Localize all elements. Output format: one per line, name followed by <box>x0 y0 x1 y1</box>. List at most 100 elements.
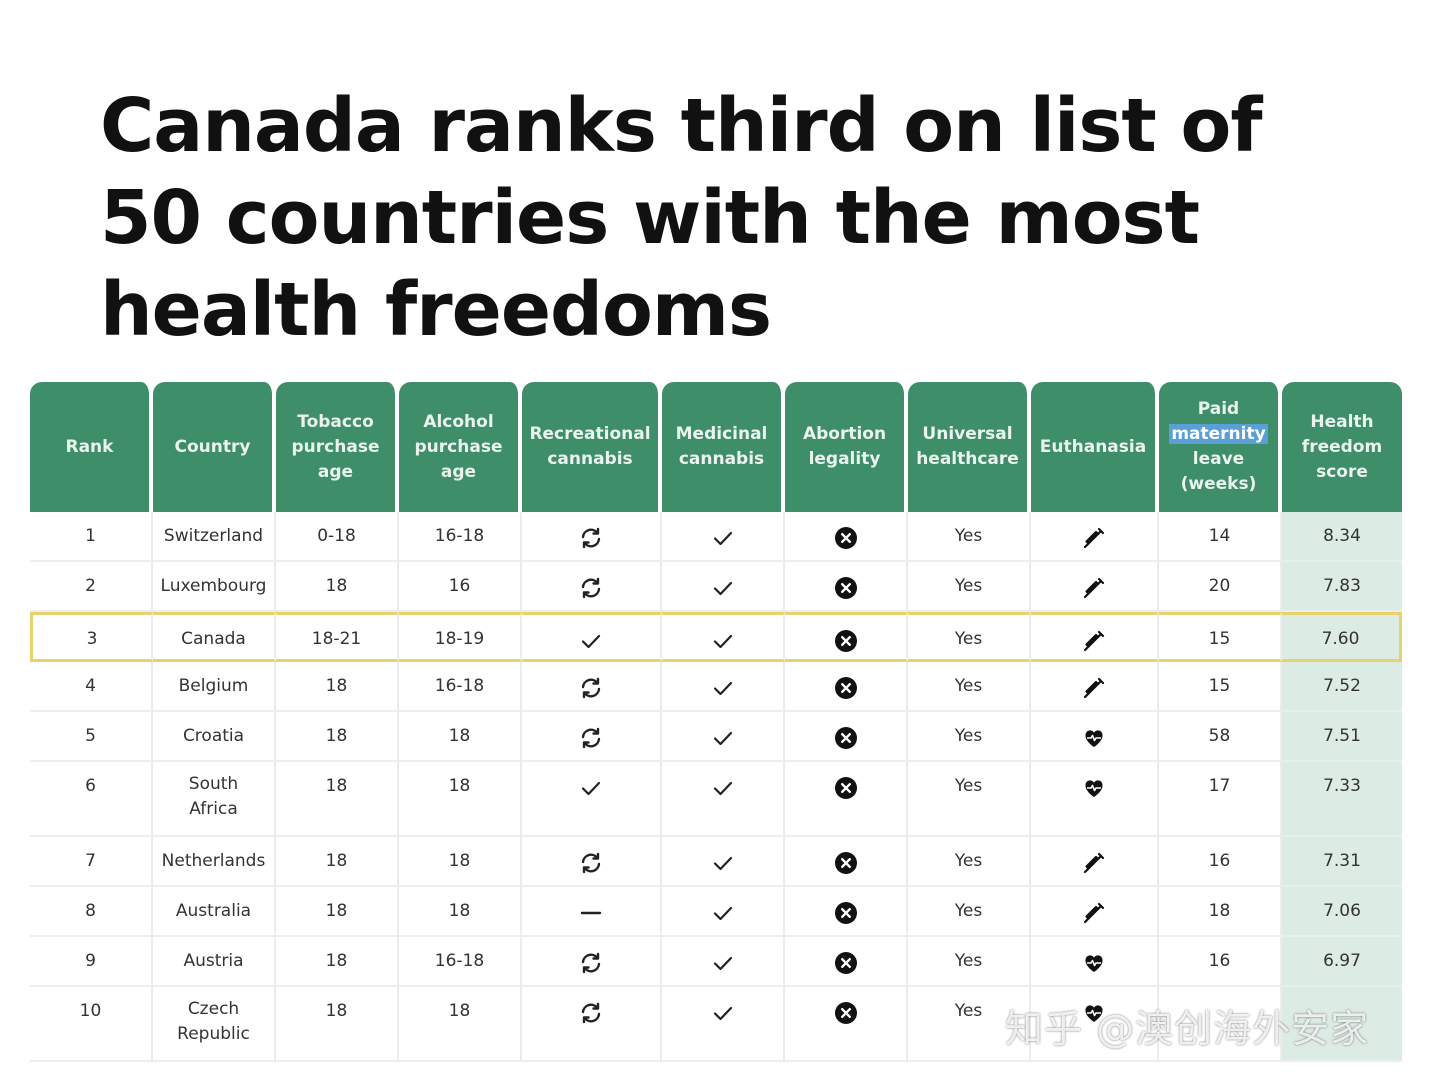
healthcare-cell: Yes <box>908 837 1031 887</box>
cycle-icon <box>579 951 603 975</box>
score-cell: 7.31 <box>1282 837 1402 887</box>
heartbeat-icon <box>1082 776 1106 800</box>
medicinal-cell <box>662 712 785 762</box>
column-header: Recreational cannabis <box>522 382 662 512</box>
tobacco-cell: 18 <box>276 837 399 887</box>
euthanasia-cell <box>1031 662 1159 712</box>
watermark-text: 知乎 @澳创海外安家 <box>1005 1007 1370 1051</box>
syringe-icon <box>1082 526 1106 550</box>
abortion-cell <box>785 712 908 762</box>
country-cell: South Africa <box>153 762 276 837</box>
country-cell: Australia <box>153 887 276 937</box>
syringe-icon <box>1082 851 1106 875</box>
alcohol-cell: 18-19 <box>399 612 522 662</box>
country-cell: Canada <box>153 612 276 662</box>
medicinal-cell <box>662 612 785 662</box>
check-icon <box>711 776 735 800</box>
abortion-cell <box>785 512 908 562</box>
x-circle-icon <box>834 676 858 700</box>
check-icon <box>711 576 735 600</box>
table-row-highlighted: 3 Canada 18-21 18-19 Yes 15 7.60 <box>30 612 1402 662</box>
medicinal-cell <box>662 562 785 612</box>
medicinal-cell <box>662 887 785 937</box>
country-cell: Austria <box>153 937 276 987</box>
abortion-cell <box>785 562 908 612</box>
table-row: 6 South Africa 18 18 Yes 17 7.33 <box>30 762 1402 837</box>
country-cell: Luxembourg <box>153 562 276 612</box>
alcohol-cell: 18 <box>399 837 522 887</box>
recreational-cell <box>522 662 662 712</box>
x-circle-icon <box>834 851 858 875</box>
check-icon <box>711 951 735 975</box>
data-table: Rank Country Tobacco purchase age Alcohol p… <box>30 382 1402 1062</box>
alcohol-cell: 18 <box>399 762 522 837</box>
column-header: Medicinal cannabis <box>662 382 785 512</box>
country-cell: Switzerland <box>153 512 276 562</box>
euthanasia-cell <box>1031 837 1159 887</box>
euthanasia-cell <box>1031 887 1159 937</box>
x-circle-icon <box>834 901 858 925</box>
tobacco-cell: 18 <box>276 987 399 1062</box>
tobacco-cell: 18-21 <box>276 612 399 662</box>
column-header: Tobacco purchase age <box>276 382 399 512</box>
leave-cell: 15 <box>1159 662 1282 712</box>
header-row: Rank Country Tobacco purchase age Alcohol p… <box>30 382 1402 512</box>
column-header: Abortion legality <box>785 382 908 512</box>
alcohol-cell: 16-18 <box>399 662 522 712</box>
x-circle-icon <box>834 776 858 800</box>
table-row: 5 Croatia 18 18 Yes 58 7.51 <box>30 712 1402 762</box>
syringe-icon <box>1082 576 1106 600</box>
abortion-cell <box>785 987 908 1062</box>
healthcare-cell: Yes <box>908 662 1031 712</box>
x-circle-icon <box>834 629 858 653</box>
alcohol-cell: 18 <box>399 987 522 1062</box>
country-cell: Czech Republic <box>153 987 276 1062</box>
leave-cell: 17 <box>1159 762 1282 837</box>
healthcare-cell: Yes <box>908 937 1031 987</box>
rank-cell: 2 <box>30 562 153 612</box>
heartbeat-icon <box>1082 726 1106 750</box>
tobacco-cell: 18 <box>276 762 399 837</box>
euthanasia-cell <box>1031 987 1159 1062</box>
recreational-cell <box>522 837 662 887</box>
check-icon <box>579 629 603 653</box>
table-body: 1 Switzerland 0-18 16-18 Yes 14 8.34 2 Luxembour… <box>30 512 1402 1062</box>
recreational-cell <box>522 712 662 762</box>
leave-cell: 16 <box>1159 837 1282 887</box>
tobacco-cell: 18 <box>276 562 399 612</box>
medicinal-cell <box>662 762 785 837</box>
healthcare-cell: Yes <box>908 987 1031 1062</box>
rank-cell: 5 <box>30 712 153 762</box>
heartbeat-icon <box>1082 1001 1106 1025</box>
x-circle-icon <box>834 951 858 975</box>
recreational-cell <box>522 762 662 837</box>
recreational-cell <box>522 612 662 662</box>
recreational-cell <box>522 512 662 562</box>
column-header: Universal healthcare <box>908 382 1031 512</box>
medicinal-cell <box>662 512 785 562</box>
column-header: Rank <box>30 382 153 512</box>
score-cell: 7.60 <box>1282 612 1402 662</box>
table-row: 7 Netherlands 18 18 Yes 16 7.31 <box>30 837 1402 887</box>
rank-cell: 1 <box>30 512 153 562</box>
medicinal-cell <box>662 662 785 712</box>
header-highlight: maternity <box>1169 424 1268 444</box>
rank-cell: 9 <box>30 937 153 987</box>
leave-cell <box>1159 987 1282 1062</box>
healthcare-cell: Yes <box>908 562 1031 612</box>
tobacco-cell: 18 <box>276 662 399 712</box>
table-row: 2 Luxembourg 18 16 Yes 20 7.83 <box>30 562 1402 612</box>
check-icon <box>711 726 735 750</box>
table-row: 8 Australia 18 18 Yes 18 7.06 <box>30 887 1402 937</box>
abortion-cell <box>785 837 908 887</box>
leave-cell: 18 <box>1159 887 1282 937</box>
column-header: Alcohol purchase age <box>399 382 522 512</box>
abortion-cell <box>785 887 908 937</box>
cycle-icon <box>579 676 603 700</box>
cycle-icon <box>579 851 603 875</box>
euthanasia-cell <box>1031 712 1159 762</box>
heartbeat-icon <box>1082 951 1106 975</box>
table-row: 9 Austria 18 16-18 Yes 16 6.97 <box>30 937 1402 987</box>
healthcare-cell: Yes <box>908 762 1031 837</box>
score-cell: 7.83 <box>1282 562 1402 612</box>
